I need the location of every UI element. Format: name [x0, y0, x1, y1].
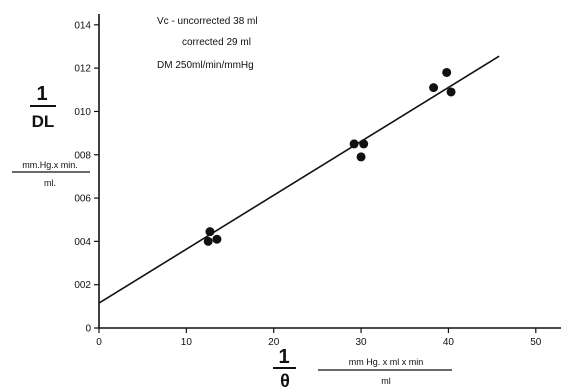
- x-ticks: 0 10 20 30 40 50: [96, 328, 542, 348]
- data-point: [442, 67, 452, 77]
- data-point: [359, 139, 369, 149]
- x-tick-label: 0: [96, 337, 102, 348]
- y-tick-label: 012: [74, 64, 91, 75]
- regression-line: [98, 55, 500, 304]
- y-tick-label: 014: [74, 20, 91, 31]
- data-point: [205, 227, 215, 237]
- x-tick-label: 10: [181, 337, 193, 348]
- y-tick-label: 004: [74, 237, 91, 248]
- ylabel-units-numerator: mm.Hg.x min.: [22, 160, 78, 170]
- y-tick-label: 006: [74, 194, 91, 205]
- data-point: [429, 83, 439, 93]
- ylabel-numerator: 1: [36, 83, 47, 105]
- xlabel-units-numerator: mm Hg. x ml x min: [349, 357, 424, 367]
- y-tick-label: 010: [74, 107, 91, 118]
- x-tick-label: 20: [268, 337, 280, 348]
- y-tick-label: 0: [85, 324, 91, 335]
- xlabel-numerator: 1: [278, 346, 289, 368]
- ylabel-denominator: DL: [32, 112, 55, 131]
- data-point: [203, 236, 213, 246]
- x-tick-label: 40: [443, 337, 455, 348]
- xlabel-units-denominator: ml: [381, 376, 391, 386]
- y-ticks: 0 002 004 006 008 010 012 014: [74, 20, 99, 335]
- ylabel-units-denominator: ml.: [44, 178, 56, 188]
- y-tick-label: 002: [74, 280, 91, 291]
- annotation-corrected: corrected 29 ml: [182, 37, 251, 48]
- data-point: [356, 152, 366, 162]
- x-tick-label: 50: [530, 337, 542, 348]
- data-points: [203, 67, 456, 246]
- data-point: [349, 139, 359, 149]
- data-point: [446, 87, 456, 97]
- x-tick-label: 30: [356, 337, 368, 348]
- fit-line-group: [98, 55, 500, 304]
- data-point: [212, 234, 222, 244]
- annotation-vc-uncorrected: Vc - uncorrected 38 ml: [157, 16, 258, 27]
- xlabel-denominator: θ: [280, 371, 290, 389]
- y-tick-label: 008: [74, 150, 91, 161]
- annotation-dm: DM 250ml/min/mmHg: [157, 60, 254, 71]
